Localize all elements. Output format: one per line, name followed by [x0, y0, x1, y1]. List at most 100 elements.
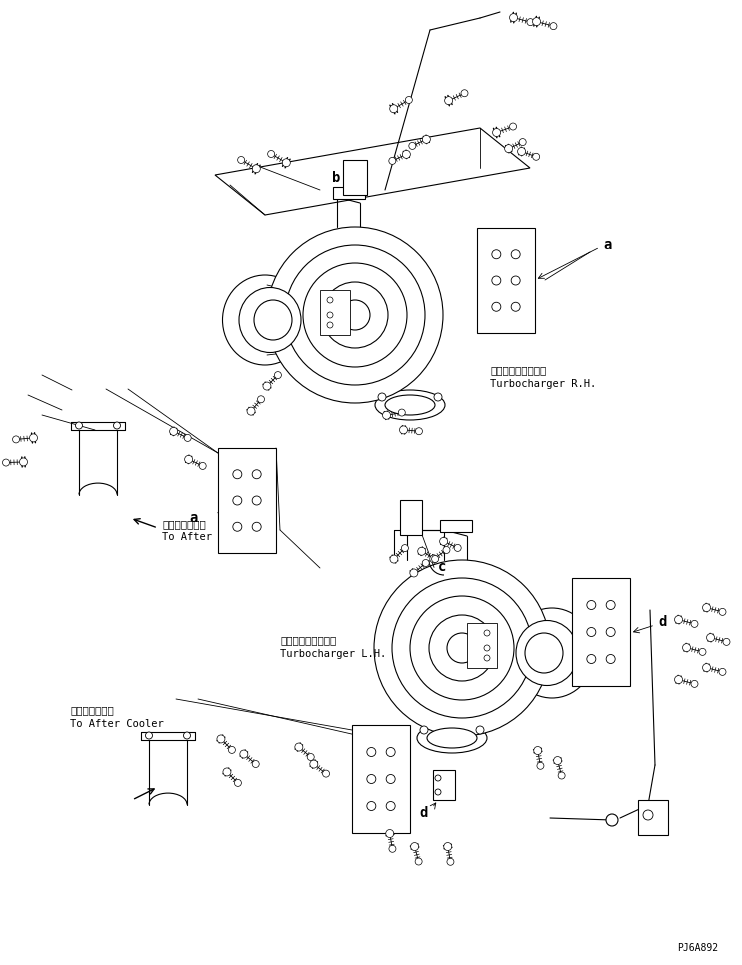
Circle shape	[13, 436, 19, 443]
Circle shape	[484, 630, 490, 636]
Text: d: d	[420, 806, 428, 820]
Circle shape	[434, 393, 442, 401]
Circle shape	[303, 263, 407, 367]
Circle shape	[606, 627, 615, 637]
Polygon shape	[215, 128, 530, 215]
Circle shape	[703, 664, 711, 672]
Circle shape	[2, 459, 10, 466]
Bar	[343, 160, 367, 195]
Circle shape	[683, 644, 691, 651]
Circle shape	[527, 18, 534, 26]
Text: To After Cooler: To After Cooler	[162, 532, 256, 542]
Circle shape	[252, 522, 261, 532]
Circle shape	[703, 604, 711, 612]
Text: a: a	[190, 511, 198, 525]
Circle shape	[484, 645, 490, 651]
Ellipse shape	[427, 728, 477, 748]
Circle shape	[307, 754, 314, 760]
Circle shape	[587, 654, 596, 664]
Circle shape	[550, 22, 557, 30]
Circle shape	[252, 760, 259, 767]
Bar	[352, 725, 410, 833]
Circle shape	[443, 546, 450, 554]
Circle shape	[183, 732, 191, 739]
Text: アフタクーラヘ: アフタクーラヘ	[162, 519, 206, 529]
Circle shape	[240, 750, 248, 758]
Circle shape	[606, 600, 615, 610]
Circle shape	[340, 300, 370, 330]
Circle shape	[422, 560, 429, 566]
Ellipse shape	[516, 620, 578, 685]
Circle shape	[223, 768, 231, 776]
Circle shape	[510, 14, 518, 21]
Text: c: c	[438, 560, 447, 574]
Circle shape	[185, 455, 193, 463]
Circle shape	[386, 775, 395, 784]
Bar	[638, 800, 668, 835]
Circle shape	[267, 227, 443, 403]
Text: Turbocharger L.H.: Turbocharger L.H.	[280, 649, 387, 659]
Circle shape	[252, 470, 261, 479]
Circle shape	[170, 427, 177, 435]
Ellipse shape	[525, 633, 563, 673]
Text: To After Cooler: To After Cooler	[70, 719, 164, 729]
Circle shape	[533, 153, 539, 160]
Bar	[572, 578, 630, 686]
Circle shape	[674, 676, 683, 683]
Ellipse shape	[417, 723, 487, 753]
Circle shape	[454, 544, 462, 551]
Circle shape	[674, 616, 683, 623]
Circle shape	[398, 409, 405, 416]
Circle shape	[399, 426, 407, 434]
Circle shape	[511, 250, 520, 259]
Circle shape	[511, 276, 520, 285]
Circle shape	[327, 322, 333, 328]
Circle shape	[233, 496, 242, 505]
Circle shape	[233, 522, 242, 532]
Circle shape	[145, 732, 153, 739]
Circle shape	[492, 250, 501, 259]
Circle shape	[285, 245, 425, 385]
Bar	[218, 448, 276, 553]
Circle shape	[199, 462, 206, 469]
Circle shape	[252, 496, 261, 505]
Text: PJ6A892: PJ6A892	[677, 943, 718, 953]
Circle shape	[429, 615, 495, 681]
Circle shape	[323, 770, 329, 777]
Circle shape	[410, 842, 418, 850]
Circle shape	[405, 96, 413, 103]
Bar	[477, 228, 535, 333]
Circle shape	[409, 143, 416, 150]
Circle shape	[699, 648, 706, 655]
Ellipse shape	[223, 275, 307, 365]
Circle shape	[383, 411, 390, 419]
Text: b: b	[332, 171, 340, 185]
Circle shape	[533, 747, 542, 755]
Text: アフタクーラヘ: アフタクーラヘ	[70, 705, 114, 715]
Bar	[440, 520, 472, 532]
Circle shape	[643, 810, 653, 820]
Bar	[333, 187, 365, 199]
Circle shape	[418, 547, 426, 555]
Circle shape	[435, 775, 441, 781]
Ellipse shape	[510, 608, 594, 698]
Text: a: a	[603, 238, 611, 252]
Text: b: b	[248, 508, 257, 522]
Circle shape	[461, 90, 468, 97]
Text: ターボチャージャ右: ターボチャージャ右	[490, 365, 546, 375]
Circle shape	[484, 655, 490, 661]
Circle shape	[476, 726, 484, 734]
Circle shape	[390, 105, 398, 113]
Circle shape	[430, 555, 438, 563]
Circle shape	[691, 620, 698, 627]
Circle shape	[420, 726, 428, 734]
Text: Turbocharger R.H.: Turbocharger R.H.	[490, 379, 597, 389]
Circle shape	[505, 145, 513, 152]
Circle shape	[390, 555, 398, 563]
Circle shape	[723, 639, 730, 646]
Circle shape	[310, 760, 318, 768]
Circle shape	[217, 735, 225, 743]
Circle shape	[367, 802, 376, 811]
Circle shape	[493, 128, 501, 136]
Circle shape	[444, 842, 452, 850]
